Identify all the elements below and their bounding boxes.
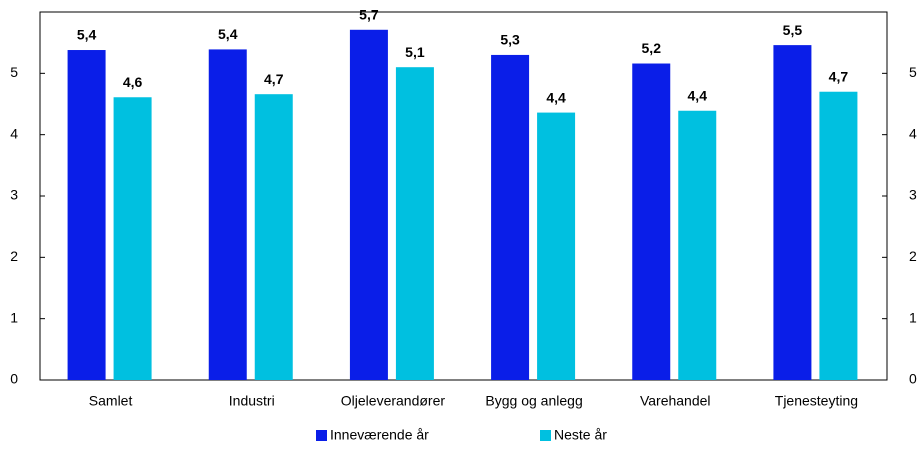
bar (773, 45, 812, 381)
bar (632, 63, 671, 381)
y2-tick-label: 3 (909, 187, 917, 203)
x-tick-label: Bygg og anlegg (485, 393, 582, 409)
value-label: 4,7 (829, 68, 849, 84)
legend-swatch (316, 430, 327, 441)
bar (113, 97, 152, 381)
x-tick-label: Varehandel (640, 393, 711, 409)
bar (395, 67, 434, 380)
value-label: 5,5 (783, 22, 803, 38)
x-tick-label: Industri (229, 393, 275, 409)
value-label: 4,6 (123, 74, 143, 90)
y2-tick-label: 4 (909, 125, 917, 141)
y-tick-label: 5 (10, 64, 18, 80)
bar (67, 50, 106, 380)
x-tick-label: Tjenesteyting (775, 393, 858, 409)
legend-swatch (540, 430, 551, 441)
bar (349, 29, 388, 380)
bar (491, 54, 530, 380)
legend-label: Neste år (554, 427, 607, 443)
value-label: 4,4 (546, 89, 566, 105)
y-tick-label: 1 (10, 309, 18, 325)
bar (819, 91, 858, 380)
value-label: 5,4 (218, 26, 238, 42)
y2-tick-label: 5 (909, 64, 917, 80)
bar (537, 112, 576, 380)
y-tick-label: 3 (10, 187, 18, 203)
bar (678, 110, 717, 380)
y-tick-label: 4 (10, 125, 18, 141)
legend-label: Inneværende år (330, 427, 429, 443)
y2-tick-label: 2 (909, 248, 917, 264)
value-label: 5,4 (77, 27, 97, 43)
x-tick-label: Oljeleverandører (341, 393, 446, 409)
x-tick-label: Samlet (89, 393, 133, 409)
value-label: 4,4 (688, 87, 708, 103)
value-label: 4,7 (264, 71, 284, 87)
value-label: 5,7 (359, 6, 379, 22)
y2-tick-label: 0 (909, 371, 917, 387)
y-tick-label: 0 (10, 371, 18, 387)
y2-tick-label: 1 (909, 309, 917, 325)
bar (254, 94, 293, 380)
value-label: 5,1 (405, 44, 425, 60)
y-tick-label: 2 (10, 248, 18, 264)
plot-frame (39, 11, 888, 381)
value-label: 5,2 (642, 40, 662, 56)
value-label: 5,3 (500, 32, 520, 48)
bar (208, 49, 247, 381)
